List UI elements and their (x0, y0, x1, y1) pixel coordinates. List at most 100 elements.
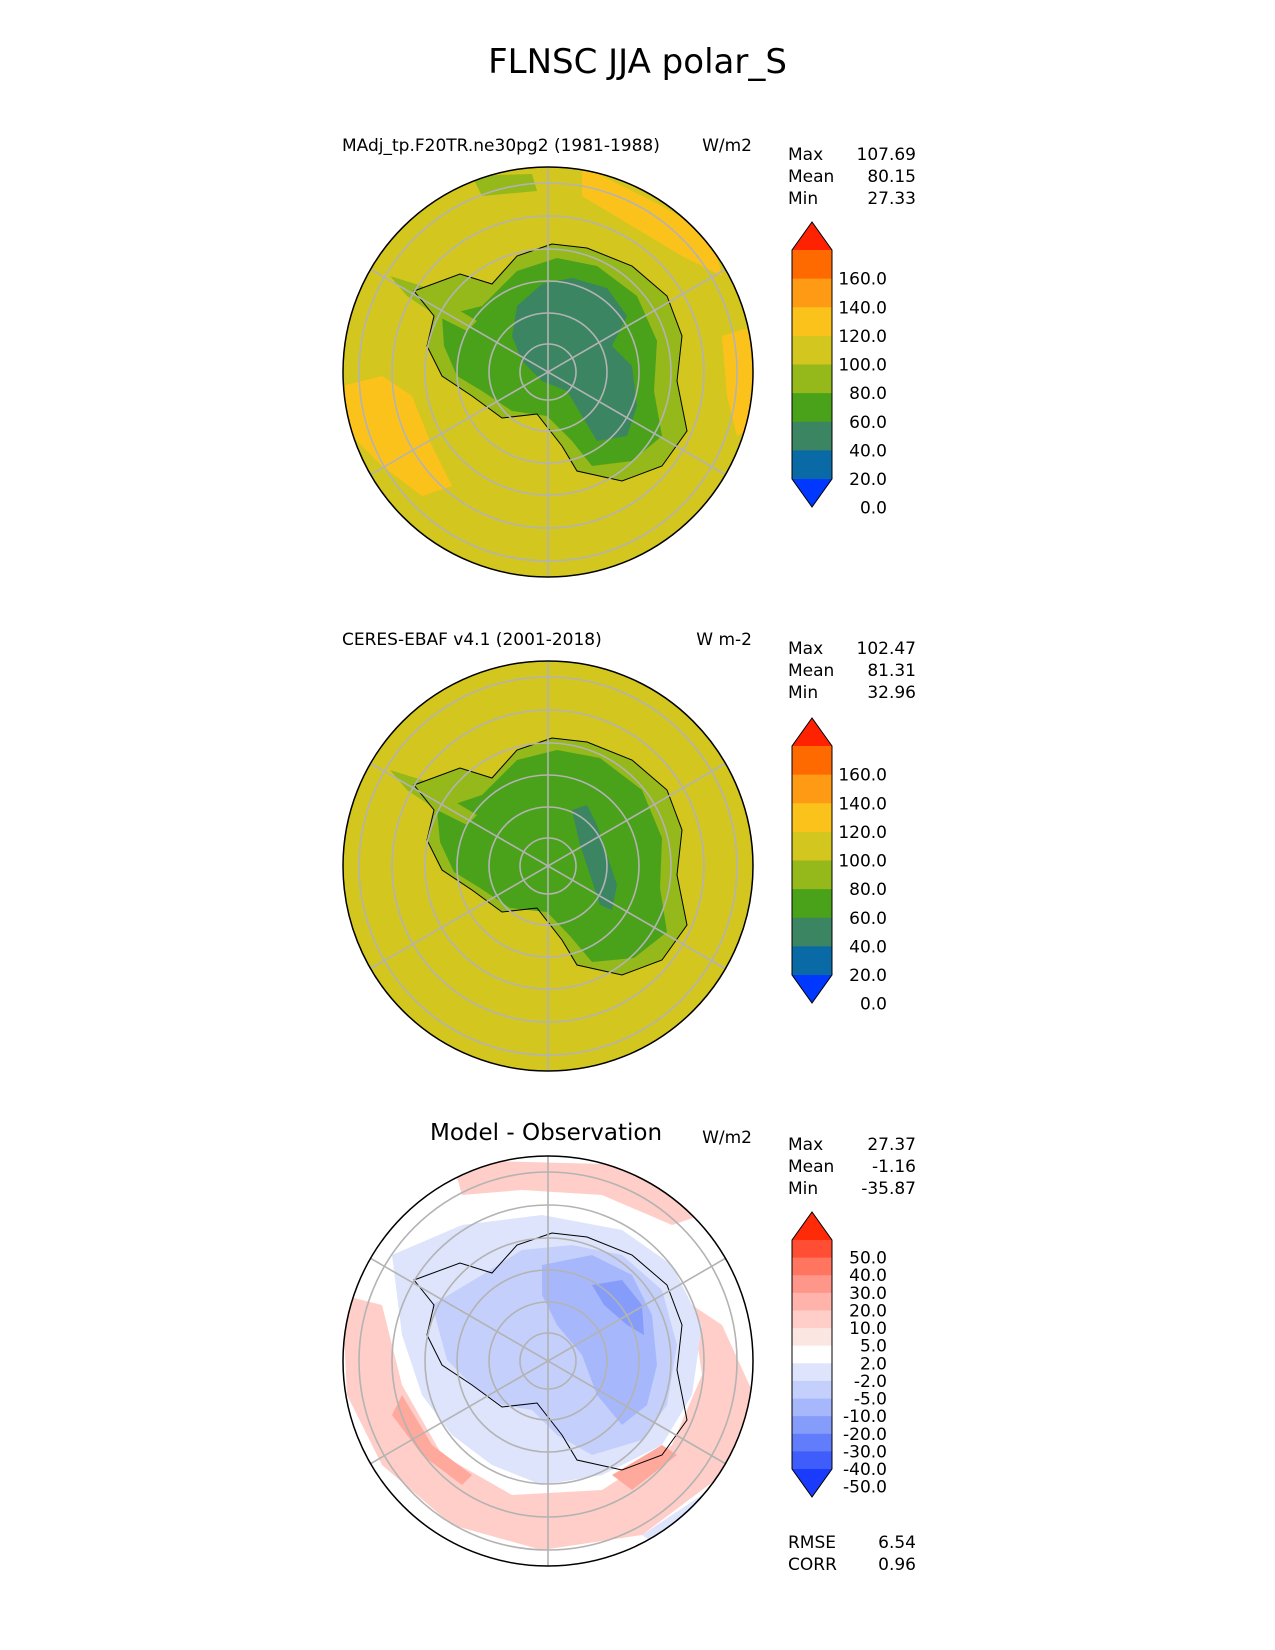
colorbar-segment (792, 421, 832, 451)
warm-region (343, 376, 452, 496)
colorbar-tick-label: -10.0 (843, 1407, 887, 1427)
map-boundary (342, 166, 754, 578)
colorbar-segment (792, 1328, 832, 1347)
colorbar-extend-max (792, 1212, 832, 1240)
colorbar-segment (792, 946, 832, 976)
warm-region (722, 326, 753, 436)
colorbar-tick-label: 100.0 (838, 852, 887, 872)
colorbar-tick-label: -20.0 (843, 1425, 887, 1445)
colorbar-segment (792, 1416, 832, 1435)
colorbar-outline (791, 1211, 833, 1498)
colorbar-segment (792, 1240, 832, 1259)
stat-value: 27.33 (867, 189, 916, 209)
plateau-region (512, 278, 637, 441)
colorbar-segment (792, 1433, 832, 1452)
colorbar-segment (792, 1363, 832, 1382)
continent-mid (437, 750, 667, 962)
stat-label: Max (788, 145, 824, 165)
stat-label: Mean (788, 1157, 835, 1177)
panel-2-map (342, 660, 754, 1072)
colorbar-tick-label: 120.0 (838, 327, 887, 347)
metric-label: RMSE (788, 1533, 837, 1553)
stat-value: 32.96 (867, 683, 916, 703)
stat-label: Min (788, 1179, 819, 1199)
graticule (358, 167, 738, 577)
colorbar-tick-label: 140.0 (838, 794, 887, 814)
plateau-region (572, 805, 617, 910)
colorbar-tick-label: 40.0 (849, 937, 887, 957)
map-boundary (342, 1155, 754, 1567)
panel-2-stats: Max 102.47 Mean 81.31 Min 32.96 (788, 638, 916, 704)
panel-3-map (342, 1155, 754, 1567)
colorbar-tick-label: 160.0 (838, 766, 887, 786)
stat-value: 81.31 (867, 661, 916, 681)
colorbar-segment (792, 774, 832, 804)
panel-2-colorbar: 160.0 140.0 120.0 100.0 80.0 60.0 40.0 20.0 0.0 (791, 717, 887, 1015)
colorbar-segment (792, 1310, 832, 1329)
colorbar-tick-label: 120.0 (838, 823, 887, 843)
colorbar-tick-label: 60.0 (849, 413, 887, 433)
positive-anomaly (343, 1295, 753, 1550)
graticule (358, 661, 738, 1071)
panel-1-units: W/m2 (702, 136, 752, 156)
colorbar-tick-label: 30.0 (849, 1284, 887, 1304)
colorbar-segment (792, 1275, 832, 1294)
warm-region (582, 167, 722, 276)
colorbar-tick-label: 50.0 (849, 1249, 887, 1269)
stat-value: 80.15 (867, 167, 916, 187)
colorbar-extend-min (792, 975, 832, 1003)
colorbar-tick-label: 2.0 (860, 1354, 887, 1374)
stat-label: Min (788, 189, 819, 209)
positive-anomaly (392, 1395, 472, 1485)
panel-3-colorbar: 50.040.030.020.010.05.02.0-2.0-5.0-10.0-… (791, 1211, 887, 1498)
colorbar-segment (792, 1345, 832, 1364)
warm-region (472, 174, 537, 196)
negative-anomaly (592, 1280, 644, 1335)
colorbar-tick-label: 40.0 (849, 1266, 887, 1286)
colorbar-tick-label: 0.0 (860, 995, 887, 1015)
colorbar-segment (792, 335, 832, 365)
colorbar-tick-label: 20.0 (849, 1301, 887, 1321)
graticule (358, 1156, 738, 1566)
colorbar-tick-label: 60.0 (849, 909, 887, 929)
positive-anomaly (612, 1445, 677, 1490)
colorbar-segment (792, 746, 832, 776)
colorbar-segment (792, 250, 832, 280)
colorbar-tick-label: 20.0 (849, 470, 887, 490)
colorbar-extend-min (792, 1469, 832, 1497)
colorbar-tick-label: 100.0 (838, 356, 887, 376)
colorbar-tick-label: 80.0 (849, 384, 887, 404)
colorbar-segment (792, 1398, 832, 1417)
panel-1-colorbar: 160.0 140.0 120.0 100.0 80.0 60.0 40.0 20.0 0.0 (791, 221, 887, 519)
colorbar-tick-label: -2.0 (854, 1372, 887, 1392)
colorbar-segment (792, 860, 832, 890)
stat-value: 102.47 (856, 639, 916, 659)
peninsula (390, 770, 477, 825)
peninsula (390, 276, 477, 331)
metric-value: 6.54 (878, 1533, 916, 1553)
stat-label: Min (788, 683, 819, 703)
panel-3-units: W/m2 (702, 1128, 752, 1148)
colorbar-tick-label: 160.0 (838, 270, 887, 290)
colorbar-segment (792, 450, 832, 480)
colorbar-segment (792, 1451, 832, 1470)
colorbar-tick-label: 40.0 (849, 441, 887, 461)
panel-3-stats: Max 27.37 Mean -1.16 Min -35.87 (788, 1134, 916, 1200)
colorbar-tick-label: -5.0 (854, 1390, 887, 1410)
stat-label: Mean (788, 661, 835, 681)
panel-3-title: Model - Observation (430, 1120, 663, 1146)
colorbar-tick-label: 140.0 (838, 298, 887, 318)
colorbar-outline (791, 221, 833, 508)
colorbar-segment (792, 1380, 832, 1400)
colorbar-tick-label: -40.0 (843, 1460, 887, 1480)
panel-2-units: W m-2 (696, 630, 752, 650)
colorbar-outline (791, 717, 833, 1004)
colorbar-segment (792, 307, 832, 337)
panel-3-metrics: RMSE 6.54 CORR 0.96 (788, 1532, 916, 1576)
stat-value: 107.69 (856, 145, 916, 165)
panel-1-stats: Max 107.69 Mean 80.15 Min 27.33 (788, 144, 916, 210)
map-boundary (342, 660, 754, 1072)
colorbar-tick-label: -30.0 (843, 1442, 887, 1462)
figure-title: FLNSC JJA polar_S (488, 42, 787, 82)
stat-label: Mean (788, 167, 835, 187)
